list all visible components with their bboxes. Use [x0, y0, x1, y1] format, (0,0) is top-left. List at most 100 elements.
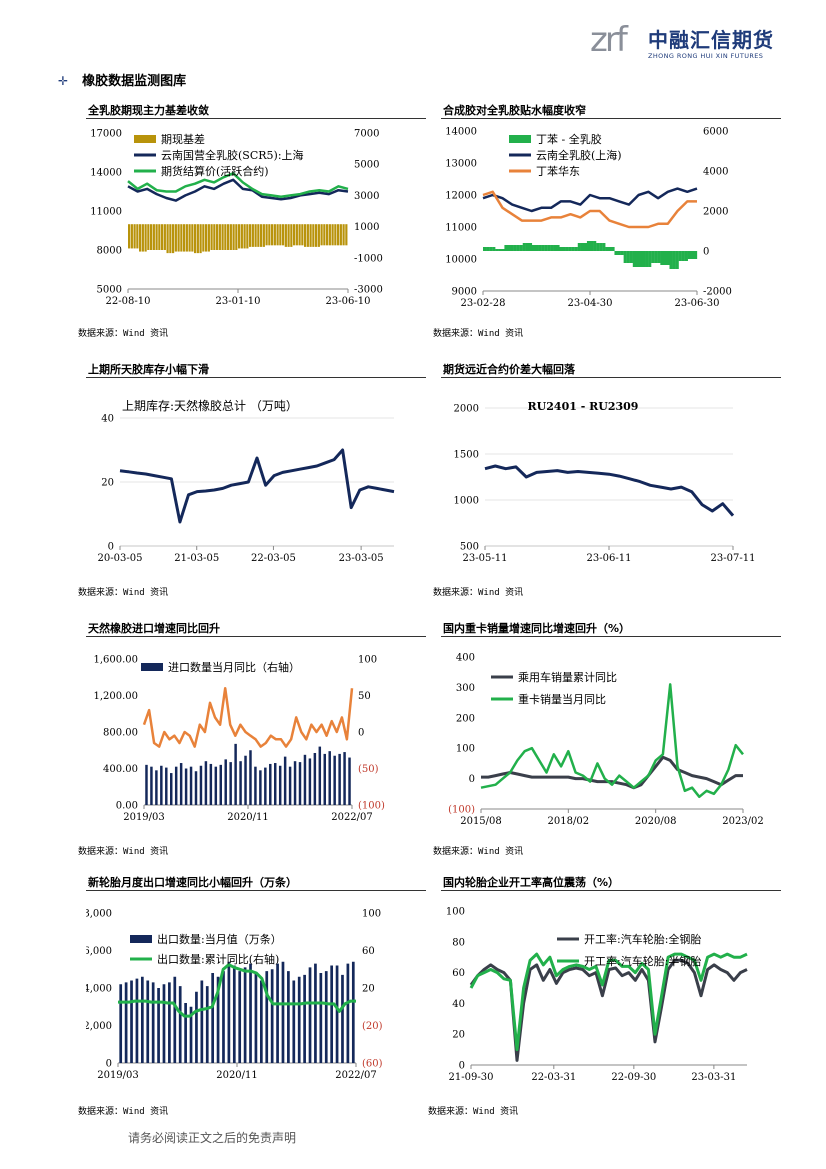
data-source: 数据来源：Wind 资讯	[433, 588, 524, 598]
y-tick-label: 40	[101, 414, 114, 425]
basis-bar	[130, 224, 133, 249]
basis-bar	[166, 224, 169, 254]
series-line-export-yoy	[118, 963, 356, 1018]
basis-bar	[342, 224, 345, 246]
spread-bar	[528, 243, 533, 251]
spread-bar	[580, 243, 585, 251]
spread-bar	[641, 251, 646, 267]
basis-bar	[276, 224, 279, 246]
basis-bar	[282, 224, 285, 246]
basis-bar	[235, 224, 238, 250]
import-bar	[239, 761, 242, 805]
basis-bar	[243, 224, 246, 249]
import-bar	[288, 766, 292, 805]
import-bar	[269, 763, 272, 805]
legend-label: 乘用车销量累计同比	[518, 670, 617, 684]
spread-bar	[602, 243, 606, 251]
y2-tick-label: 7000	[354, 129, 379, 140]
basis-bar	[317, 224, 320, 247]
export-bar	[157, 988, 160, 1063]
y-tick-label: 4,000	[86, 984, 112, 995]
export-bar	[324, 971, 328, 1063]
spread-bar	[501, 249, 505, 251]
export-bar	[200, 980, 204, 1063]
spread-bar	[544, 245, 548, 251]
y2-tick-label: -3000	[354, 285, 383, 296]
export-bar	[330, 965, 334, 1063]
import-bar	[165, 767, 168, 805]
spread-bar	[599, 243, 603, 251]
chart-title: RU2401 - RU2309	[528, 400, 639, 413]
legend-label: 期货结算价(活跃合约)	[161, 164, 269, 178]
spread-bar	[611, 247, 615, 251]
import-bar	[145, 764, 148, 805]
y2-tick-label: 3000	[354, 191, 379, 202]
panel-title: 新轮胎月度出口增速同比小幅回升（万条）	[86, 874, 426, 891]
y-tick-label: 14000	[90, 168, 122, 179]
basis-bar	[128, 224, 131, 249]
spread-bar	[593, 241, 597, 251]
y-tick-label: 6,000	[86, 946, 112, 957]
basis-bar	[158, 224, 161, 250]
basis-bar	[334, 224, 337, 246]
spread-bar	[577, 243, 581, 251]
export-bar	[319, 973, 323, 1063]
x-tick-label: 23-06-30	[675, 298, 720, 309]
export-bar	[314, 963, 317, 1063]
basis-bar	[295, 224, 298, 246]
export-bar	[178, 986, 182, 1063]
basis-bar	[196, 224, 199, 254]
import-bar	[179, 763, 183, 805]
y-tick-label: 0	[106, 1059, 112, 1070]
legend-label: 云南国营全乳胶(SCR5):上海	[161, 148, 304, 162]
import-bar	[219, 764, 222, 805]
export-bar	[222, 971, 225, 1063]
section-title: ✛ 橡胶数据监测图库	[58, 74, 187, 89]
y-tick-label: 10000	[445, 255, 477, 266]
legend-label: 出口数量:累计同比(右轴)	[157, 952, 279, 966]
spread-bar	[565, 247, 569, 251]
spread-bar	[632, 251, 636, 267]
x-tick-label: 21-03-05	[174, 553, 219, 564]
legend-label: 开工率:汽车轮胎:全钢胎	[584, 932, 701, 946]
company-name-en: ZHONG RONG HUI XIN FUTURES	[648, 52, 764, 60]
x-tick-label: 2018/02	[548, 816, 590, 827]
spread-bar	[574, 247, 578, 251]
basis-bar	[207, 224, 210, 252]
chart-tire-export: 0 2,000 4,000 6,000 8,000 (60) (20) 20 60 100 2019…	[83, 909, 382, 1082]
y-tick-label: 400	[456, 653, 475, 664]
y-tick-label: 9000	[452, 287, 477, 298]
x-tick-label: 23-06-11	[587, 553, 632, 564]
spread-bar	[519, 245, 523, 251]
y-tick-label: 8,000	[86, 909, 112, 920]
disclaimer-footer: 请务必阅读正文之后的免责声明	[128, 1131, 297, 1145]
export-bar	[341, 974, 344, 1063]
data-source: 数据来源：Wind 资讯	[433, 847, 524, 857]
import-bar	[303, 754, 307, 805]
import-bar	[338, 753, 341, 805]
spread-bar	[495, 249, 499, 251]
series-line-allsteel	[469, 958, 748, 1062]
export-bar	[232, 965, 236, 1063]
export-bar	[216, 976, 220, 1063]
spread-bar	[531, 245, 536, 251]
spread-bar	[547, 245, 551, 251]
basis-bar	[150, 224, 153, 250]
basis-bar	[265, 224, 268, 246]
export-bar	[124, 982, 128, 1063]
basis-bar	[221, 224, 224, 250]
basis-bar	[133, 224, 136, 249]
spread-bar	[553, 245, 557, 251]
spread-bar	[654, 251, 658, 263]
panel-title: 国内轮胎企业开工率高位震荡（%）	[441, 874, 781, 891]
y-tick-label: 1500	[454, 450, 479, 461]
y-tick-label: 5000	[97, 285, 122, 296]
import-bar	[318, 746, 322, 805]
basis-bar	[323, 224, 326, 246]
y2-tick-label: 6000	[703, 127, 728, 138]
x-tick-label: 2023/02	[722, 816, 764, 827]
y2-tick-label: 50	[358, 691, 371, 702]
y-tick-label: 80	[452, 937, 465, 948]
import-bar	[323, 753, 326, 805]
import-bar	[298, 762, 302, 805]
